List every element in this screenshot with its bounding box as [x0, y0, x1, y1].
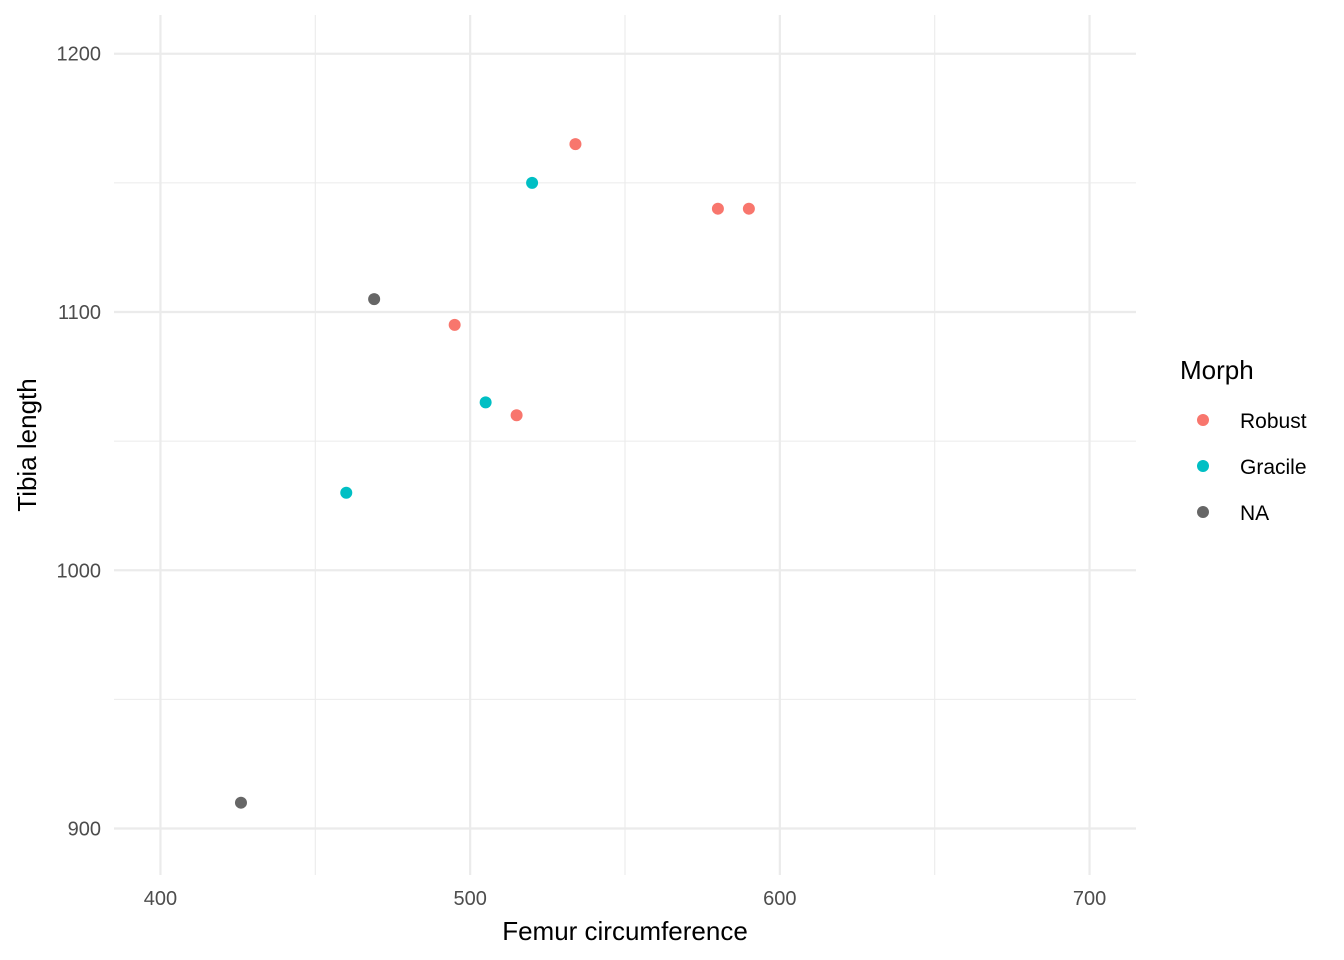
data-point-gracile: [526, 176, 539, 189]
y-axis-title: Tibia length: [12, 378, 42, 511]
data-points: [234, 138, 755, 809]
x-axis-title: Femur circumference: [502, 916, 748, 946]
legend-key-gracile: [1197, 460, 1209, 472]
x-tick-label: 500: [453, 888, 486, 910]
y-tick-label: 1200: [57, 44, 102, 66]
legend-items: Robust Gracile NA: [1197, 410, 1307, 525]
legend-label-na: NA: [1240, 502, 1269, 525]
y-tick-label: 1000: [57, 560, 102, 582]
x-tick-label: 400: [144, 888, 177, 910]
y-tick-label: 900: [68, 819, 101, 841]
x-tick-label: 700: [1073, 888, 1106, 910]
x-tick-label: 600: [763, 888, 796, 910]
x-axis-tick-labels: 400 500 600 700: [144, 888, 1106, 910]
legend-label-robust: Robust: [1240, 410, 1307, 433]
legend-title: Morph: [1180, 355, 1254, 385]
data-point-robust: [448, 318, 461, 331]
data-point-na: [234, 796, 247, 809]
legend-label-gracile: Gracile: [1240, 456, 1307, 479]
data-point-gracile: [340, 486, 353, 499]
legend-key-na: [1197, 506, 1209, 518]
data-point-robust: [510, 409, 523, 422]
y-axis-tick-labels: 900 1000 1100 1200: [57, 44, 102, 841]
minor-gridlines: [114, 15, 1136, 875]
y-tick-label: 1100: [58, 302, 101, 324]
data-point-robust: [742, 202, 755, 215]
major-gridlines: [114, 15, 1136, 875]
data-point-na: [368, 293, 381, 306]
data-point-robust: [569, 138, 582, 151]
data-point-gracile: [479, 396, 492, 409]
legend-key-robust: [1197, 414, 1209, 426]
data-point-robust: [711, 202, 724, 215]
legend: Morph Robust Gracile NA: [1180, 355, 1307, 525]
